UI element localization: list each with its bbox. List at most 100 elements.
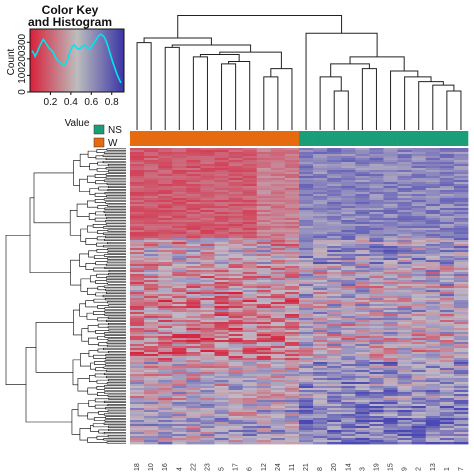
heatmap-cell	[383, 334, 398, 337]
heatmap-cell	[158, 274, 173, 277]
heatmap-cell	[256, 320, 272, 323]
heatmap-cell	[270, 180, 286, 183]
heatmap-cell	[158, 220, 173, 223]
heatmap-cell	[172, 184, 187, 187]
row-dendrogram-branch	[25, 347, 72, 423]
heatmap-cell	[453, 188, 469, 191]
heatmap-cell	[411, 188, 427, 191]
heatmap-cell	[158, 162, 173, 165]
heatmap-cell	[144, 440, 159, 443]
heatmap-cell	[270, 272, 286, 275]
row-dendrogram-branch	[103, 198, 126, 201]
group-bar-cell	[341, 131, 356, 146]
heatmap-cell	[397, 324, 413, 327]
heatmap-cell	[411, 158, 427, 161]
heatmap-cell	[355, 422, 370, 425]
heatmap-cell	[411, 408, 427, 411]
column-label: 13	[430, 463, 437, 471]
heatmap-cell	[383, 256, 398, 259]
heatmap-cell	[130, 298, 145, 301]
column-label: 15	[388, 463, 395, 471]
heatmap-cell	[383, 178, 398, 181]
heatmap-cell	[186, 244, 201, 247]
heatmap-cell	[369, 312, 384, 315]
heatmap-cell	[172, 318, 187, 321]
heatmap-cell	[313, 230, 328, 233]
heatmap-cell	[439, 170, 455, 173]
heatmap-cell	[313, 198, 328, 201]
heatmap-cell	[200, 190, 215, 193]
row-dendrogram-branch	[107, 241, 126, 245]
group-bar-cell	[411, 131, 427, 146]
heatmap-cell	[397, 280, 413, 283]
heatmap-cell	[299, 408, 314, 411]
heatmap-cell	[299, 332, 314, 335]
heatmap-cell	[186, 334, 201, 337]
heatmap-cell	[411, 320, 427, 323]
heatmap-cell	[411, 288, 427, 291]
heatmap-cell	[299, 194, 314, 197]
heatmap-cell	[341, 214, 356, 217]
heatmap-cell	[341, 186, 356, 189]
row-dendrogram-branch	[103, 347, 126, 351]
heatmap-cell	[270, 386, 286, 389]
heatmap-cell	[144, 314, 159, 317]
heatmap-cell	[397, 178, 413, 181]
heatmap-cell	[397, 334, 413, 337]
heatmap-cell	[313, 402, 328, 405]
row-dendrogram-branch	[108, 322, 126, 326]
heatmap-cell	[270, 424, 286, 427]
heatmap-cell	[383, 296, 398, 299]
heatmap-cell	[313, 206, 328, 209]
heatmap-cell	[256, 414, 272, 417]
heatmap-cell	[186, 234, 201, 237]
heatmap-cell	[200, 402, 215, 405]
heatmap-cell	[327, 278, 342, 281]
heatmap-cell	[327, 326, 342, 329]
heatmap-cell	[228, 404, 244, 407]
heatmap-cell	[242, 208, 258, 211]
heatmap-cell	[172, 316, 187, 319]
heatmap-cell	[397, 190, 413, 193]
heatmap-cell	[369, 428, 384, 431]
heatmap-cell	[299, 294, 314, 297]
heatmap-cell	[200, 282, 215, 285]
heatmap-cell	[200, 350, 215, 353]
heatmap-cell	[256, 432, 272, 435]
column-label: 10	[148, 463, 155, 471]
heatmap-cell	[425, 156, 441, 159]
heatmap-cell	[214, 324, 229, 327]
heatmap-cell	[270, 380, 286, 383]
row-dendrogram-branch	[80, 278, 91, 292]
heatmap-cell	[425, 178, 441, 181]
heatmap-cell	[313, 382, 328, 385]
heatmap-cell	[186, 188, 201, 191]
heatmap-cell	[284, 418, 300, 421]
heatmap-cell	[369, 240, 384, 243]
heatmap-cell	[270, 402, 286, 405]
heatmap-cell	[383, 316, 398, 319]
heatmap-cell	[242, 224, 258, 227]
heatmap-cell	[242, 158, 258, 161]
heatmap-cell	[130, 260, 145, 263]
heatmap-cell	[284, 296, 300, 299]
heatmap-cell	[158, 382, 173, 385]
heatmap-cell	[200, 286, 215, 289]
heatmap-cell	[284, 382, 300, 385]
heatmap-cell	[214, 252, 229, 255]
heatmap-cell	[270, 296, 286, 299]
heatmap-cell	[355, 214, 370, 217]
heatmap-cell	[242, 404, 258, 407]
heatmap-cell	[214, 214, 229, 217]
heatmap-cell	[228, 430, 244, 433]
heatmap-cell	[327, 230, 342, 233]
heatmap-cell	[397, 374, 413, 377]
heatmap-cell	[355, 436, 370, 439]
row-dendrogram-branch	[105, 354, 126, 357]
heatmap-cell	[186, 312, 201, 315]
heatmap-cell	[144, 294, 159, 297]
heatmap-cell	[313, 266, 328, 269]
heatmap-cell	[186, 266, 201, 269]
heatmap-cell	[214, 194, 229, 197]
heatmap-cell	[453, 304, 469, 307]
